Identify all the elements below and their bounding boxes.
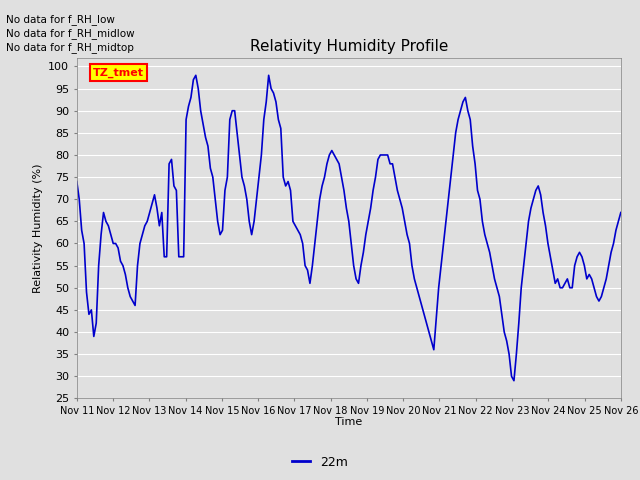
Legend: 22m: 22m bbox=[287, 451, 353, 474]
Text: TZ_tmet: TZ_tmet bbox=[93, 68, 144, 78]
Title: Relativity Humidity Profile: Relativity Humidity Profile bbox=[250, 39, 448, 54]
Text: No data for f_RH_midlow: No data for f_RH_midlow bbox=[6, 28, 135, 39]
Text: No data for f_RH_midtop: No data for f_RH_midtop bbox=[6, 42, 134, 53]
X-axis label: Time: Time bbox=[335, 418, 362, 427]
Text: No data for f_RH_low: No data for f_RH_low bbox=[6, 13, 115, 24]
Y-axis label: Relativity Humidity (%): Relativity Humidity (%) bbox=[33, 163, 43, 293]
